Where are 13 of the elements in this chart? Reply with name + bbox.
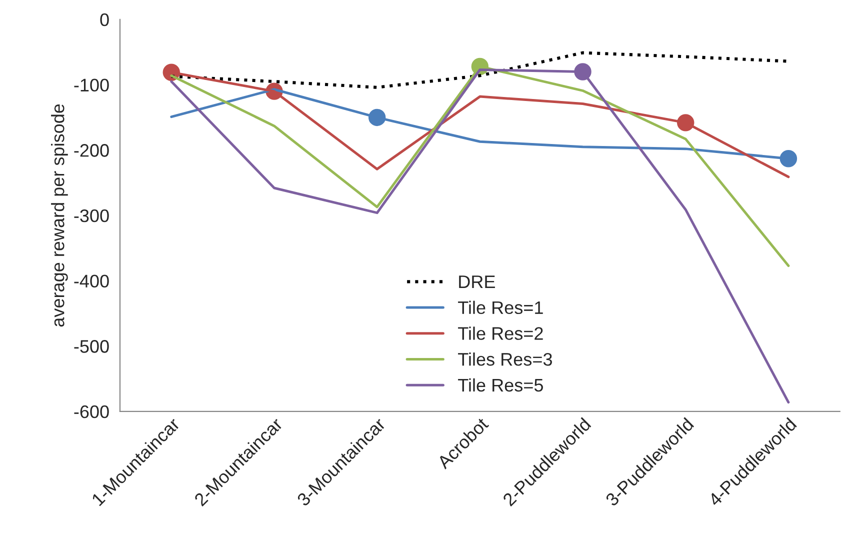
y-tick-label: -100 bbox=[74, 78, 109, 92]
legend-label: Tile Res=2 bbox=[458, 326, 543, 340]
y-tick-label: -400 bbox=[74, 274, 109, 288]
legend-label: Tile Res=5 bbox=[458, 378, 543, 392]
y-tick-label: -600 bbox=[74, 405, 109, 418]
y-tick-label: -300 bbox=[74, 209, 109, 222]
y-tick-label: 0 bbox=[100, 13, 109, 26]
legend-label: Tiles Res=3 bbox=[458, 352, 552, 366]
legend-label: DRE bbox=[459, 276, 495, 288]
legend-label: Tile Res=1 bbox=[458, 300, 543, 314]
y-tick-label: -500 bbox=[74, 340, 109, 353]
y-tick-label: -200 bbox=[74, 144, 109, 157]
y-axis-title: average reward per spisode bbox=[51, 104, 68, 327]
